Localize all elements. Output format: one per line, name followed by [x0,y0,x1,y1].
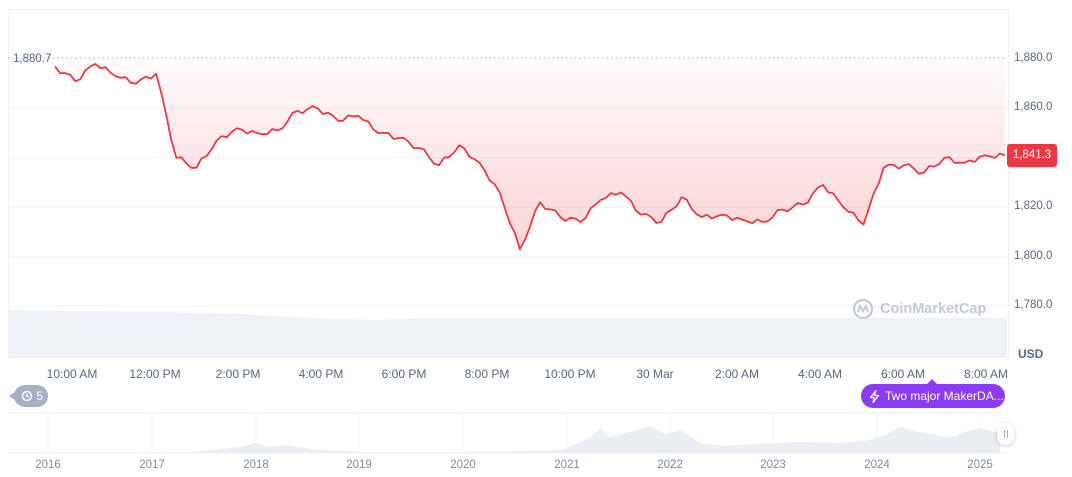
navigator-year-tick: 2023 [760,459,786,471]
news-event-text: Two major MakerDA... [885,389,1004,403]
history-count: 5 [36,389,43,403]
x-tick: 6:00 PM [381,367,427,381]
y-tick-1780: 1,780.0 [1014,299,1053,311]
navigator-year-tick: 2021 [554,459,580,471]
navigator-handle[interactable] [997,423,1014,445]
coinmarketcap-watermark: CoinMarketCap [852,298,986,320]
navigator-year-tick: 2022 [657,459,683,471]
y-tick-1820: 1,820.0 [1014,200,1053,212]
x-tick: 2:00 AM [714,367,760,381]
current-price-tag: 1,841.3 [1007,144,1057,167]
x-tick: 10:00 PM [544,367,596,381]
x-tick: 6:00 AM [880,367,926,381]
history-badge[interactable]: 5 [9,385,48,407]
chart-frame [8,9,1009,359]
navigator-year-tick: 2016 [35,459,61,471]
y-tick-1860: 1,860.0 [1014,101,1053,113]
coinmarketcap-logo-icon [852,298,874,320]
navigator-year-tick: 2018 [243,459,269,471]
history-icon [22,390,33,402]
navigator-area [8,426,1000,453]
currency-label: USD [1018,347,1044,361]
navigator [8,412,1007,454]
x-tick: 8:00 PM [464,367,510,381]
x-tick: 30 Mar [636,367,674,381]
price-fill [55,57,1005,250]
x-tick: 10:00 AM [46,367,98,381]
navigator-year-tick: 2025 [967,459,993,471]
navigator-year-tick: 2020 [450,459,476,471]
navigator-year-tick: 2019 [346,459,372,471]
y-tick-1800: 1,800.0 [1014,250,1053,262]
news-event-badge[interactable]: Two major MakerDA... [861,379,1005,408]
navigator-year-tick: 2017 [139,459,165,471]
navigator-year-tick: 2024 [864,459,890,471]
lightning-icon [869,389,880,403]
watermark-text: CoinMarketCap [880,301,987,317]
y-tick-1880: 1,880.0 [1014,52,1053,64]
open-price-label: 1,880.7 [13,53,52,65]
volume-area [8,310,1007,358]
x-tick: 12:00 PM [129,367,181,381]
x-tick: 8:00 AM [963,367,1009,381]
x-tick: 4:00 AM [797,367,843,381]
price-line [54,63,1006,251]
x-tick: 2:00 PM [215,367,261,381]
x-tick: 4:00 PM [298,367,344,381]
